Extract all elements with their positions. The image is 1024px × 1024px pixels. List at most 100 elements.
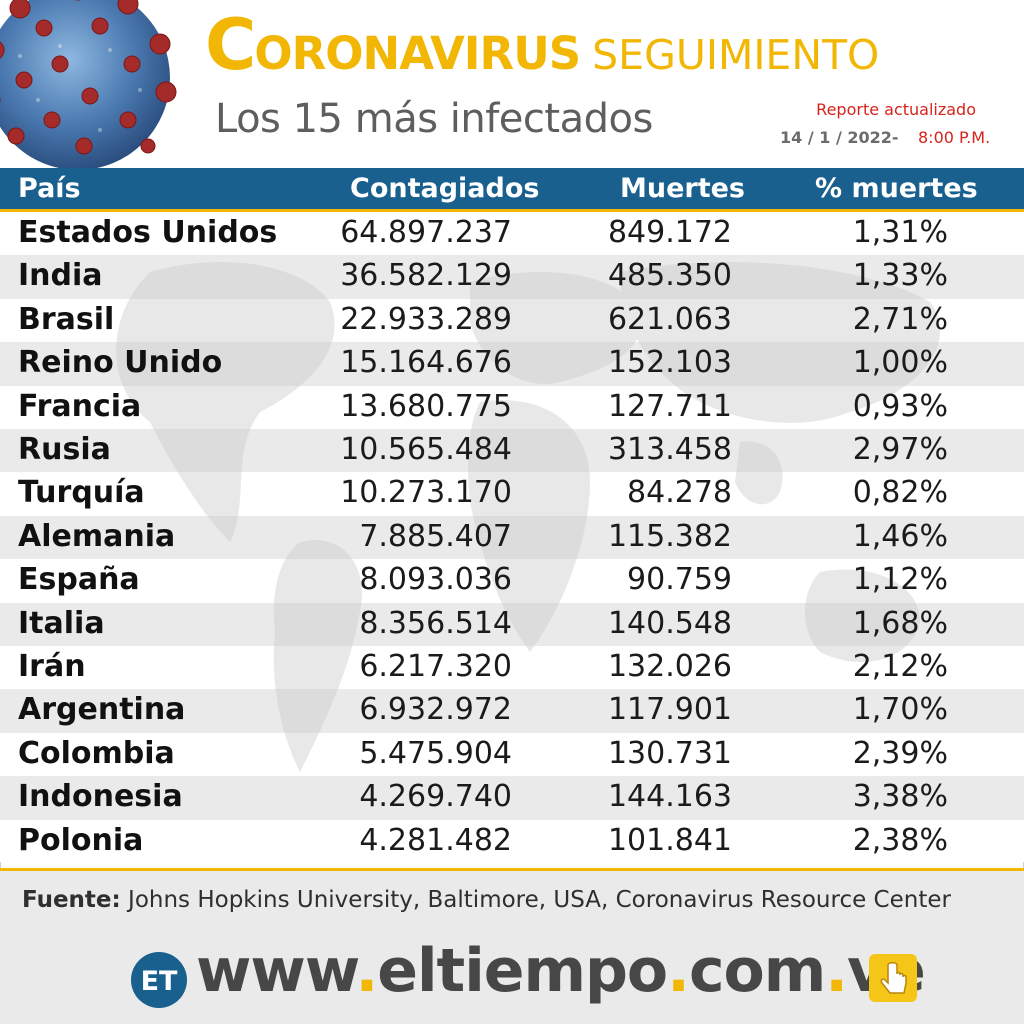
column-header-deaths: Muertes — [620, 173, 746, 204]
source-note: Fuente: Johns Hopkins University, Baltim… — [22, 887, 951, 913]
country-cell: Brasil — [18, 301, 115, 337]
title-sub: SEGUIMIENTO — [592, 31, 880, 79]
deaths-cell: 127.711 — [607, 388, 732, 424]
death-percent-cell: 3,38% — [852, 779, 948, 815]
infected-cell: 5.475.904 — [359, 735, 512, 771]
death-percent-cell: 1,70% — [852, 692, 948, 728]
source-text: Johns Hopkins University, Baltimore, USA… — [120, 887, 951, 913]
table-header: País Contagiados Muertes % muertes — [0, 168, 1024, 212]
deaths-cell: 621.063 — [607, 301, 732, 337]
country-cell: Francia — [18, 388, 142, 424]
table-bottom-rule — [0, 868, 1024, 871]
column-header-infected: Contagiados — [350, 173, 540, 204]
table-row: Brasil 22.933.289 621.063 2,71% — [0, 299, 1024, 342]
title-main: ORONAVIRUS — [254, 27, 581, 80]
country-cell: Polonia — [18, 822, 144, 858]
deaths-cell: 140.548 — [607, 605, 732, 641]
el-tiempo-logo-icon: ET — [131, 952, 187, 1008]
table-row: India 36.582.129 485.350 1,33% — [0, 255, 1024, 299]
url-part: com — [688, 936, 826, 1006]
death-percent-cell: 1,31% — [852, 215, 948, 250]
death-percent-cell: 1,12% — [852, 562, 948, 598]
death-percent-cell: 2,12% — [852, 649, 948, 684]
table-row: Reino Unido 15.164.676 152.103 1,00% — [0, 342, 1024, 386]
death-percent-cell: 2,97% — [852, 432, 948, 467]
coronavirus-illustration — [0, 0, 177, 170]
table-body: Estados Unidos 64.897.237 849.172 1,31% Indi… — [0, 212, 1024, 862]
pointing-hand-icon — [869, 954, 917, 1002]
infected-cell: 6.217.320 — [359, 649, 512, 684]
country-cell: Colombia — [18, 735, 175, 771]
header: CORONAVIRUS SEGUIMIENTO Los 15 más infect… — [0, 0, 1024, 170]
url-dot: . — [355, 936, 378, 1006]
report-label: Reporte actualizado — [816, 100, 976, 119]
url-part: eltiempo — [377, 936, 668, 1006]
country-cell: España — [18, 562, 140, 598]
death-percent-cell: 2,71% — [852, 301, 948, 337]
deaths-cell: 117.901 — [607, 692, 732, 728]
death-percent-cell: 1,68% — [852, 605, 948, 641]
page-subtitle: Los 15 más infectados — [215, 96, 653, 142]
table-row: Indonesia 4.269.740 144.163 3,38% — [0, 776, 1024, 820]
infected-cell: 64.897.237 — [340, 215, 512, 250]
country-cell: Turquía — [18, 475, 145, 511]
country-cell: Rusia — [18, 432, 111, 467]
deaths-cell: 132.026 — [607, 649, 732, 684]
url-dot: . — [667, 936, 690, 1006]
report-date: 14 / 1 / 2022- — [780, 128, 899, 147]
deaths-cell: 115.382 — [607, 518, 732, 554]
deaths-cell: 101.841 — [607, 822, 732, 858]
country-cell: Irán — [18, 649, 86, 684]
logo-text: ET — [141, 966, 178, 997]
deaths-cell: 485.350 — [607, 258, 732, 294]
infected-cell: 4.269.740 — [359, 779, 512, 815]
table-row: Francia 13.680.775 127.711 0,93% — [0, 386, 1024, 429]
country-cell: India — [18, 258, 103, 294]
table-row: Irán 6.217.320 132.026 2,12% — [0, 646, 1024, 689]
table-row: Polonia 4.281.482 101.841 2,38% — [0, 820, 1024, 862]
url-dot: . — [825, 936, 848, 1006]
table-row: Rusia 10.565.484 313.458 2,97% — [0, 429, 1024, 473]
country-cell: Italia — [18, 605, 105, 641]
country-cell: Estados Unidos — [18, 215, 278, 250]
url-part: www — [196, 936, 356, 1006]
deaths-cell: 130.731 — [607, 735, 732, 771]
report-time: 8:00 P.M. — [918, 128, 991, 147]
death-percent-cell: 1,46% — [852, 518, 948, 554]
death-percent-cell: 0,93% — [852, 388, 948, 424]
infected-cell: 15.164.676 — [340, 345, 512, 381]
country-cell: Alemania — [18, 518, 176, 554]
column-header-country: País — [18, 173, 81, 204]
infected-cell: 10.565.484 — [340, 432, 512, 467]
website-url[interactable]: www.eltiempo.com.ve — [196, 935, 926, 1007]
country-cell: Indonesia — [18, 779, 183, 815]
infected-cell: 4.281.482 — [359, 822, 512, 858]
infected-cell: 6.932.972 — [359, 692, 512, 728]
page-title: CORONAVIRUS SEGUIMIENTO — [205, 4, 879, 86]
country-cell: Reino Unido — [18, 345, 223, 381]
table-row: Argentina 6.932.972 117.901 1,70% — [0, 689, 1024, 733]
deaths-cell: 90.759 — [627, 562, 732, 598]
source-label: Fuente: — [22, 887, 121, 913]
column-header-death-percent: % muertes — [815, 173, 978, 204]
table-row: España 8.093.036 90.759 1,12% — [0, 559, 1024, 602]
table-row: Italia 8.356.514 140.548 1,68% — [0, 602, 1024, 646]
table-row: Alemania 7.885.407 115.382 1,46% — [0, 515, 1024, 560]
deaths-cell: 144.163 — [607, 779, 732, 815]
table-row: Colombia 5.475.904 130.731 2,39% — [0, 733, 1024, 776]
death-percent-cell: 1,33% — [852, 258, 948, 294]
world-map-watermark — [116, 262, 941, 772]
infected-cell: 8.356.514 — [359, 605, 512, 641]
deaths-cell: 313.458 — [607, 432, 732, 467]
infected-cell: 10.273.170 — [340, 475, 512, 511]
deaths-cell: 152.103 — [607, 345, 732, 381]
infected-cell: 36.582.129 — [340, 258, 512, 294]
country-cell: Argentina — [18, 692, 186, 728]
infected-cell: 22.933.289 — [340, 301, 512, 337]
infected-cell: 13.680.775 — [340, 388, 512, 424]
death-percent-cell: 1,00% — [852, 345, 948, 381]
infected-cell: 7.885.407 — [359, 518, 512, 554]
deaths-cell: 84.278 — [627, 475, 732, 511]
title-initial: C — [205, 4, 256, 86]
table-row: Estados Unidos 64.897.237 849.172 1,31% — [0, 212, 1024, 255]
